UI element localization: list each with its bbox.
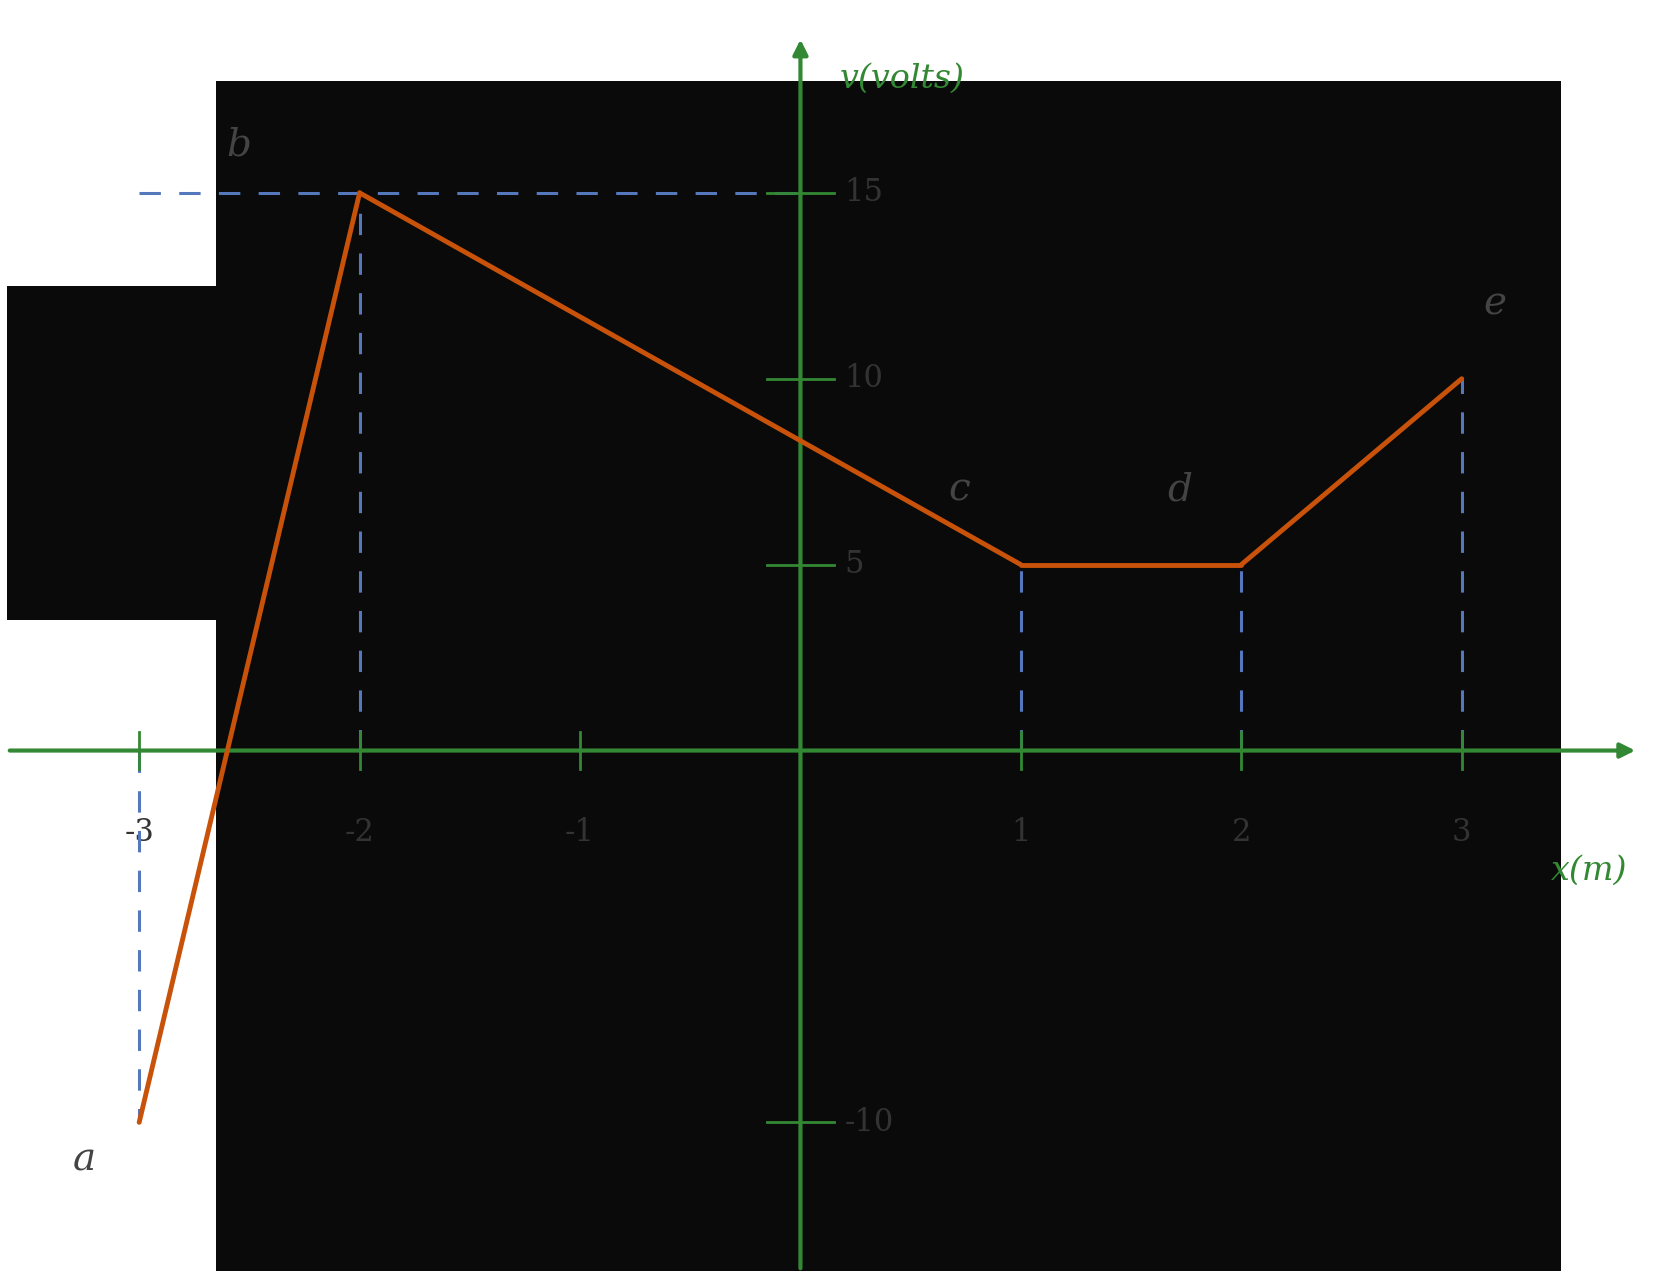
Text: c: c bbox=[948, 472, 970, 509]
Bar bbox=[7, 286, 227, 620]
Bar bbox=[217, 82, 1561, 1215]
Text: 10: 10 bbox=[844, 363, 882, 394]
Text: d: d bbox=[1167, 472, 1192, 509]
Text: -10: -10 bbox=[844, 1107, 894, 1137]
Text: 15: 15 bbox=[844, 178, 884, 208]
Text: 5: 5 bbox=[844, 550, 864, 580]
Text: 2: 2 bbox=[1231, 818, 1250, 849]
Bar bbox=[217, 1215, 1561, 1272]
Text: 3: 3 bbox=[1451, 818, 1471, 849]
Text: v(volts): v(volts) bbox=[839, 63, 965, 95]
Text: x(m): x(m) bbox=[1549, 855, 1625, 887]
Text: e: e bbox=[1483, 286, 1506, 323]
Bar bbox=[1329, 546, 1561, 1215]
Text: -2: -2 bbox=[344, 818, 374, 849]
Text: b: b bbox=[225, 127, 250, 164]
Text: a: a bbox=[73, 1141, 96, 1178]
Text: -1: -1 bbox=[564, 818, 594, 849]
Text: -3: -3 bbox=[124, 818, 154, 849]
Text: 1: 1 bbox=[1011, 818, 1029, 849]
